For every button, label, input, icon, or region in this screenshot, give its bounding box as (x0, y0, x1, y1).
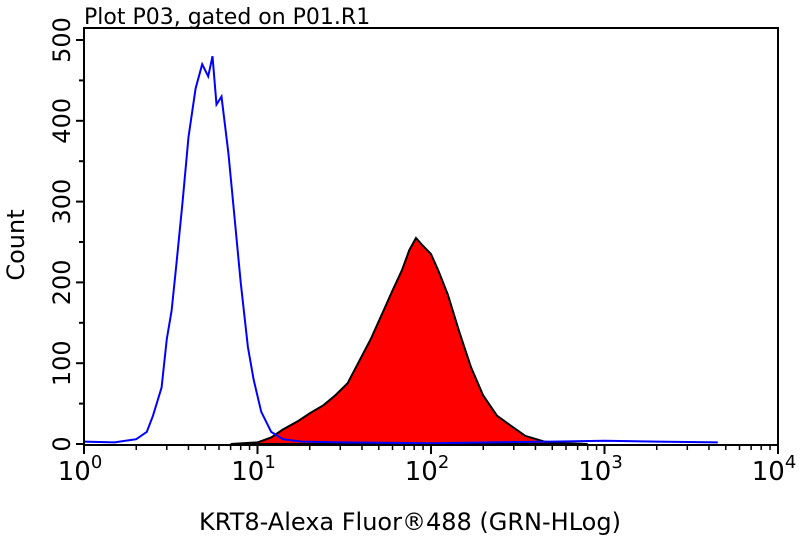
x-tick-exponent: 2 (438, 452, 449, 473)
y-tick-label: 400 (48, 98, 76, 144)
y-tick-label: 100 (48, 340, 76, 386)
x-tick-base: 10 (231, 457, 264, 487)
x-tick-label: 104 (752, 452, 797, 487)
y-tick-label: 200 (48, 259, 76, 305)
x-axis-label: KRT8-Alexa Fluor®488 (GRN-HLog) (199, 508, 621, 536)
y-axis-label: Count (2, 209, 30, 280)
x-tick-label: 102 (405, 452, 450, 487)
x-tick-label: 100 (58, 452, 103, 487)
x-tick-base: 10 (405, 457, 438, 487)
x-tick-base: 10 (752, 457, 785, 487)
x-tick-exponent: 0 (91, 452, 102, 473)
chart-title: Plot P03, gated on P01.R1 (84, 5, 370, 30)
x-tick-exponent: 4 (785, 452, 796, 473)
x-tick-label: 101 (231, 452, 276, 487)
x-tick-exponent: 3 (611, 452, 622, 473)
x-tick-label: 103 (578, 452, 623, 487)
x-tick-base: 10 (578, 457, 611, 487)
x-tick-exponent: 1 (264, 452, 275, 473)
y-tick-label: 0 (48, 436, 76, 451)
series-control-histogram (83, 55, 718, 445)
y-tick-label: 500 (48, 17, 76, 63)
series-filled-histogram (230, 236, 588, 445)
x-tick-base: 10 (58, 457, 91, 487)
y-tick-label: 300 (48, 179, 76, 225)
